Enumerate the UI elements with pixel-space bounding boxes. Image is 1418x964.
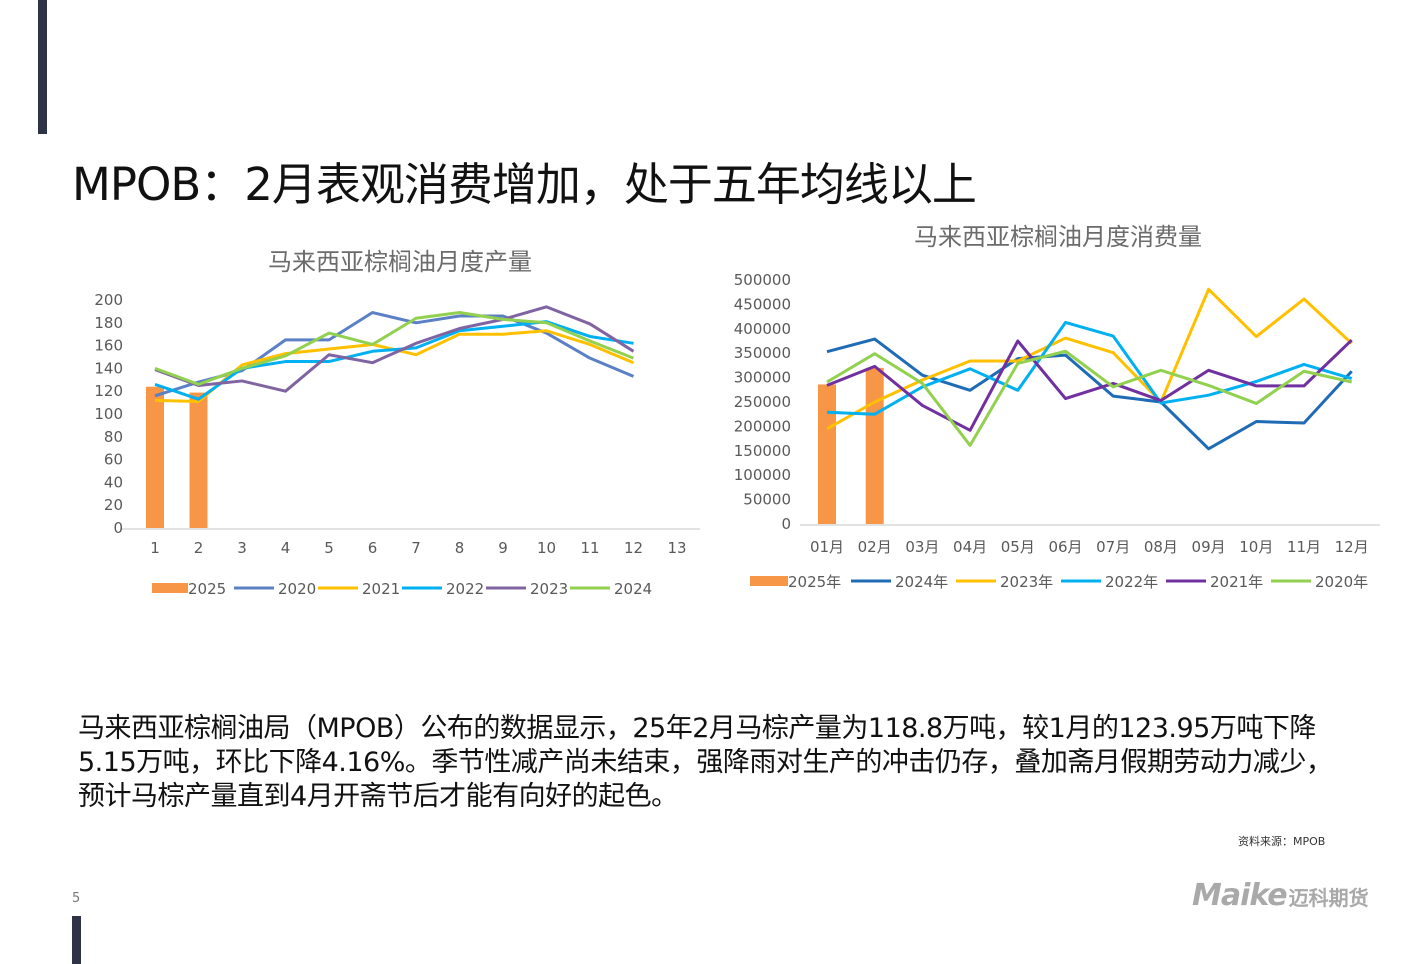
x-tick-label: 13 (667, 539, 686, 557)
x-tick-label: 11 (580, 539, 599, 557)
y-tick-label: 140 (94, 359, 123, 377)
legend-label: 2021 (362, 580, 400, 598)
y-tick-label: 120 (94, 382, 123, 400)
y-tick-label: 20 (104, 496, 123, 514)
x-tick-label: 01月 (810, 538, 844, 556)
y-tick-label: 80 (104, 428, 123, 446)
y-tick-label: 60 (104, 451, 123, 469)
page-number: 5 (72, 891, 81, 906)
y-tick-label: 250000 (734, 393, 791, 411)
y-tick-label: 200000 (734, 417, 791, 435)
x-tick-label: 11月 (1287, 538, 1321, 556)
x-tick-label: 05月 (1001, 538, 1035, 556)
consumption-chart: 马来西亚棕榈油月度消费量 0 50000 100000 150000 200000 2500… (734, 223, 1380, 591)
legend-label: 2025 (188, 580, 226, 598)
x-tick-label: 9 (498, 539, 508, 557)
slide-title: MPOB：2月表观消费增加，处于五年均线以上 (72, 158, 977, 211)
y-tick-label: 450000 (734, 295, 791, 313)
legend-label: 2024年 (895, 573, 948, 591)
x-tick-label: 06月 (1048, 538, 1082, 556)
x-tick-label: 07月 (1096, 538, 1130, 556)
y-tick-label: 50000 (743, 491, 791, 509)
x-tick-label: 04月 (953, 538, 987, 556)
maike-logo: Maike 迈科期货 (1192, 878, 1369, 913)
y-tick-label: 300000 (734, 369, 791, 387)
body-paragraph: 马来西亚棕榈油局（MPOB）公布的数据显示，25年2月马棕产量为118.8万吨，… (78, 713, 1333, 812)
legend-label: 2020 (278, 580, 316, 598)
legend-label: 2022年 (1105, 573, 1158, 591)
line-series-2023 (154, 305, 635, 393)
x-tick-label: 03月 (905, 538, 939, 556)
legend-label: 2023 (530, 580, 568, 598)
line-series-2020年 (826, 349, 1353, 447)
bar-2025 (146, 386, 164, 528)
legend-swatch (750, 576, 788, 586)
x-tick-label: 4 (281, 539, 291, 557)
line-series-2022年 (826, 320, 1353, 416)
y-tick-label: 150000 (734, 442, 791, 460)
bar-2025年 (818, 384, 836, 524)
y-tick-label: 0 (781, 515, 791, 533)
line-series-2021年 (826, 338, 1353, 432)
bar-2025 (189, 392, 208, 528)
legend-label: 2024 (614, 580, 652, 598)
y-tick-label: 0 (113, 519, 123, 537)
legend-label: 2022 (446, 580, 484, 598)
x-tick-label: 02月 (858, 538, 892, 556)
line-series-2023年 (826, 287, 1353, 431)
y-tick-label: 200 (94, 291, 123, 309)
legend-label: 2025年 (788, 573, 841, 591)
y-tick-label: 160 (94, 337, 123, 355)
x-tick-label: 08月 (1144, 538, 1178, 556)
legend-label: 2023年 (1000, 573, 1053, 591)
y-tick-label: 100 (94, 405, 123, 423)
y-tick-label: 100000 (734, 466, 791, 484)
x-tick-label: 10月 (1239, 538, 1273, 556)
x-tick-label: 3 (237, 539, 247, 557)
x-tick-label: 8 (455, 539, 465, 557)
x-tick-label: 1 (150, 539, 160, 557)
x-tick-label: 2 (194, 539, 204, 557)
chart-title: 马来西亚棕榈油月度产量 (268, 248, 532, 276)
y-tick-label: 40 (104, 473, 123, 491)
x-tick-label: 09月 (1192, 538, 1226, 556)
y-tick-label: 500000 (734, 271, 791, 289)
decorative-bar-top (38, 0, 47, 134)
chart-title: 马来西亚棕榈油月度消费量 (914, 223, 1202, 251)
y-tick-label: 180 (94, 314, 123, 332)
line-series-2024年 (826, 337, 1353, 451)
legend-swatch (152, 583, 188, 593)
decorative-bar-bottom (72, 916, 81, 964)
x-tick-label: 5 (324, 539, 334, 557)
line-series-2024 (154, 311, 635, 386)
logo-cn: 迈科期货 (1288, 886, 1369, 910)
source-note: 资料来源：MPOB (1238, 835, 1326, 848)
logo-en: Maike (1192, 878, 1288, 913)
x-tick-label: 12月 (1335, 538, 1369, 556)
legend-label: 2021年 (1210, 573, 1263, 591)
x-tick-label: 12 (624, 539, 643, 557)
y-tick-label: 400000 (734, 320, 791, 338)
x-tick-label: 6 (368, 539, 378, 557)
bar-2025年 (865, 367, 884, 524)
legend-label: 2020年 (1315, 573, 1368, 591)
x-tick-label: 7 (411, 539, 421, 557)
line-series-2022 (154, 320, 634, 401)
x-tick-label: 10 (537, 539, 556, 557)
y-tick-label: 350000 (734, 344, 791, 362)
